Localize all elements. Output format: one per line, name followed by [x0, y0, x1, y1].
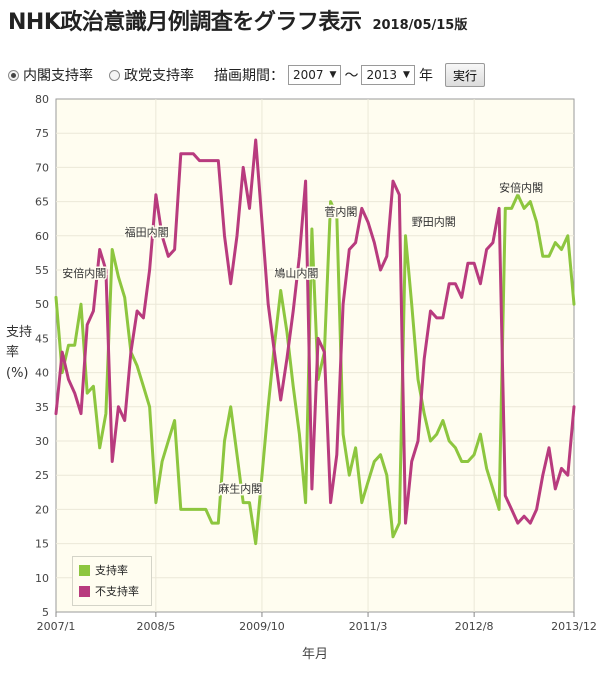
y-tick-label: 55 [35, 264, 49, 277]
radio-checked-icon[interactable] [8, 69, 19, 81]
plot-area [55, 98, 575, 613]
year-suffix: 年 [418, 68, 433, 84]
y-tick-label: 40 [35, 367, 49, 380]
run-button[interactable]: 実行 [444, 63, 485, 87]
y-tick-label: 25 [35, 469, 49, 482]
cabinet-annotation: 麻生内閣 [218, 481, 262, 495]
y-axis-label: (%) [6, 366, 29, 381]
x-tick-label: 2007/1 [37, 620, 76, 633]
legend-item-support[interactable]: 支持率 [79, 562, 145, 578]
cabinet-annotation: 野田内閣 [412, 215, 456, 229]
x-tick-label: 2012/8 [455, 620, 494, 633]
radio-party-support[interactable]: 政党支持率 [109, 65, 194, 85]
radio-unchecked-icon[interactable] [109, 69, 120, 81]
y-tick-label: 35 [35, 401, 49, 414]
y-tick-label: 80 [35, 93, 49, 106]
radio-cabinet-support[interactable]: 内閣支持率 [8, 65, 93, 85]
cabinet-annotation: 安倍内閣 [499, 180, 543, 194]
page-title: NHK政治意識月例調査をグラフ表示 2018/05/15版 [8, 4, 467, 38]
y-axis: 5 10 15 20 25 30 35 40 45 50 55 60 65 70 75 80 [35, 93, 49, 619]
period-tilde: 〜 [344, 68, 359, 84]
y-tick-label: 50 [35, 298, 49, 311]
nonsupport-rate-line [54, 138, 576, 525]
controls-bar: 内閣支持率 政党支持率 描画期間： 2007 ▼ 〜 2013 ▼ 年 実行 [8, 62, 485, 88]
end-year-select[interactable]: 2013 ▼ [361, 65, 415, 85]
radio-party-label: 政党支持率 [124, 68, 194, 84]
y-tick-label: 5 [42, 606, 49, 619]
series-lines [54, 138, 576, 546]
y-tick-label: 75 [35, 127, 49, 140]
y-axis-label: 率 [6, 344, 19, 360]
cabinet-annotation: 安倍内閣 [62, 266, 106, 280]
end-year-value: 2013 [366, 68, 398, 82]
y-tick-label: 60 [35, 230, 49, 243]
cabinet-annotation: 菅内閣 [324, 204, 357, 218]
x-tick-label: 2009/10 [239, 620, 285, 633]
legend-swatch-nonsupport [79, 585, 90, 597]
start-year-value: 2007 [293, 68, 324, 82]
cabinet-annotation: 福田内閣 [125, 225, 169, 239]
y-tick-label: 70 [35, 161, 49, 174]
x-tick-label: 2013/12 [551, 620, 597, 633]
x-tick-label: 2011/3 [349, 620, 388, 633]
radio-cabinet-label: 内閣支持率 [23, 68, 93, 84]
y-tick-label: 65 [35, 196, 49, 209]
x-axis-label: 年月 [302, 647, 328, 662]
legend: 支持率 不支持率 [72, 556, 152, 606]
x-axis: 2007/1 2008/5 2009/10 2011/3 2012/8 2013/12 [37, 612, 597, 633]
x-tick-label: 2008/5 [137, 620, 176, 633]
dropdown-arrow-icon: ▼ [329, 70, 337, 80]
y-tick-label: 30 [35, 435, 49, 448]
period-label: 描画期間： [214, 68, 284, 84]
start-year-select[interactable]: 2007 ▼ [288, 65, 342, 85]
legend-swatch-support [79, 564, 90, 576]
legend-label-support: 支持率 [95, 564, 128, 577]
y-axis-label: 支持 [6, 325, 32, 340]
y-tick-label: 10 [35, 572, 49, 585]
dropdown-arrow-icon: ▼ [403, 70, 410, 80]
support-rate-line [54, 193, 576, 546]
y-tick-label: 45 [35, 332, 49, 345]
legend-item-nonsupport[interactable]: 不支持率 [79, 583, 145, 599]
title-version: 2018/05/15版 [372, 18, 468, 33]
y-tick-label: 15 [35, 538, 49, 551]
title-main: NHK政治意識月例調査をグラフ表示 [8, 10, 362, 35]
cabinet-annotation: 鳩山内閣 [274, 266, 318, 280]
y-tick-label: 20 [35, 503, 49, 516]
legend-label-nonsupport: 不支持率 [95, 585, 139, 598]
